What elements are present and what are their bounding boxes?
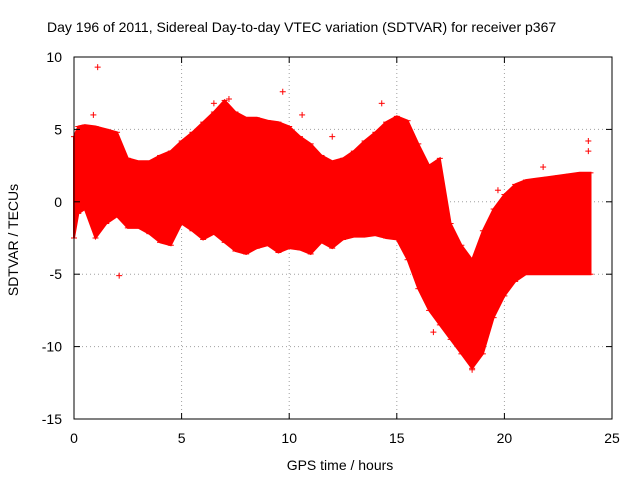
outlier-point [585, 148, 592, 155]
outlier-point [329, 133, 336, 140]
y-tick-label: 5 [54, 121, 62, 137]
y-tick-label: 0 [54, 194, 62, 210]
y-tick-label: 10 [46, 49, 62, 65]
outlier-point [469, 366, 476, 373]
outlier-point [494, 187, 501, 194]
y-tick-label: -10 [42, 339, 62, 355]
outlier-point [378, 100, 385, 107]
x-axis-label: GPS time / hours [287, 457, 394, 473]
axis-ticks: 0 5 10 15 20 25 -15 -10 -5 0 5 10 [42, 49, 620, 446]
outlier-point [210, 100, 217, 107]
outlier-point [90, 111, 97, 118]
x-tick-label: 15 [389, 430, 405, 446]
chart-title: Day 196 of 2011, Sidereal Day-to-day VTE… [47, 19, 556, 35]
x-tick-label: 25 [604, 430, 620, 446]
x-tick-label: 10 [281, 430, 297, 446]
x-tick-label: 0 [70, 430, 78, 446]
sdtvar-data-band [73, 98, 592, 370]
outlier-point [279, 88, 286, 95]
y-tick-label: -15 [42, 411, 62, 427]
y-tick-label: -5 [50, 266, 63, 282]
outlier-point [94, 64, 101, 71]
outlier-point [116, 272, 123, 279]
outlier-point [299, 111, 306, 118]
outlier-point [225, 95, 232, 102]
outlier-point [430, 329, 437, 336]
y-axis-label: SDTVAR / TECUs [5, 184, 21, 296]
x-tick-label: 20 [497, 430, 513, 446]
plot-frame [73, 56, 613, 420]
outlier-point [540, 164, 547, 171]
outlier-point [585, 137, 592, 144]
data-series [71, 64, 594, 373]
x-tick-label: 5 [178, 430, 186, 446]
